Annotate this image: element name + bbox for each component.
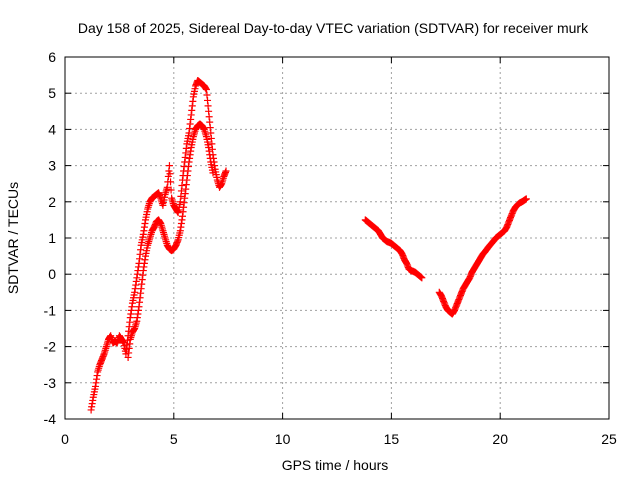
y-tick-label: 0 <box>48 266 56 282</box>
y-tick-label: 2 <box>48 194 56 210</box>
y-tick-label: -3 <box>44 375 57 391</box>
y-tick-label: 1 <box>48 230 56 246</box>
y-tick-label: 6 <box>48 49 56 65</box>
x-tick-label: 25 <box>601 431 617 447</box>
y-tick-label: 3 <box>48 158 56 174</box>
x-tick-labels: 0 5 10 15 20 25 <box>61 431 617 447</box>
x-tick-label: 0 <box>61 431 69 447</box>
y-tick-label: 4 <box>48 121 56 137</box>
data-point <box>165 162 173 170</box>
x-tick-label: 20 <box>492 431 508 447</box>
data-point <box>222 167 230 175</box>
y-tick-label: -1 <box>44 302 57 318</box>
data-points <box>87 77 530 414</box>
data-point <box>418 274 426 282</box>
data-point <box>166 170 174 178</box>
y-tick-labels: -4 -3 -2 -1 0 1 2 3 4 5 6 <box>44 49 57 427</box>
y-axis-label: SDTVAR / TECUs <box>5 182 21 294</box>
chart-title: Day 158 of 2025, Sidereal Day-to-day VTE… <box>78 20 589 36</box>
x-axis-label: GPS time / hours <box>282 457 389 473</box>
x-tick-label: 15 <box>384 431 400 447</box>
plot-frame <box>64 56 610 420</box>
x-tick-label: 5 <box>170 431 178 447</box>
x-tick-label: 10 <box>275 431 291 447</box>
data-point <box>167 178 175 186</box>
data-point <box>167 186 175 194</box>
data-point <box>522 195 530 203</box>
y-tick-label: -4 <box>44 411 57 427</box>
data-point <box>209 169 217 177</box>
grid-lines <box>65 57 609 419</box>
y-tick-label: -2 <box>44 339 57 355</box>
y-tick-label: 5 <box>48 85 56 101</box>
